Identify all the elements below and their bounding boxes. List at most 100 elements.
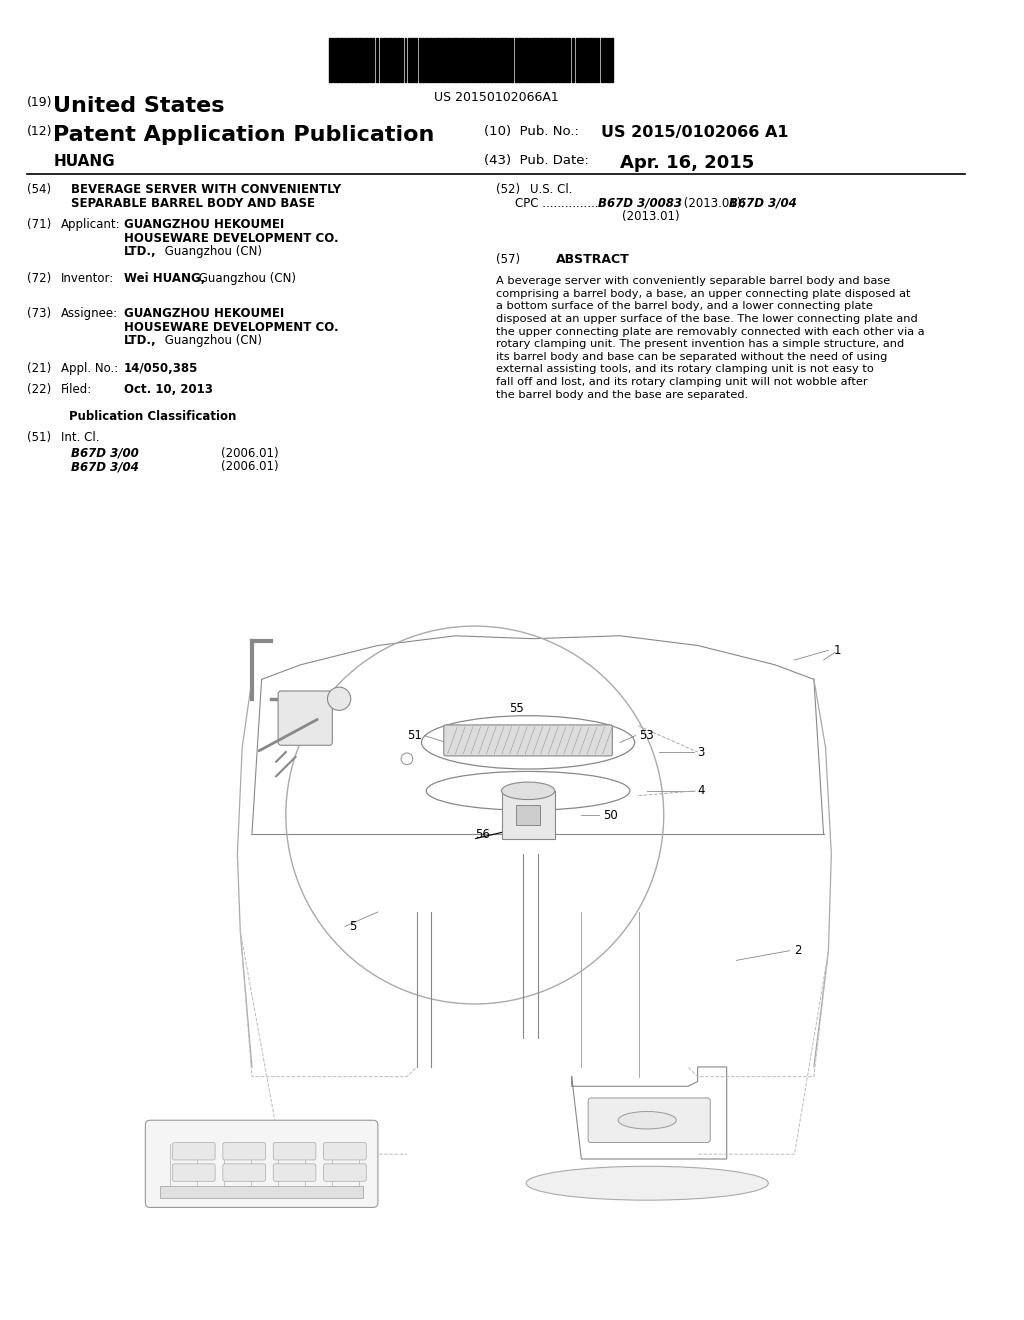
Bar: [419, 38, 421, 82]
Bar: [333, 38, 335, 82]
Bar: [397, 38, 399, 82]
Text: Assignee:: Assignee:: [61, 308, 118, 321]
Bar: [575, 38, 578, 82]
Text: a bottom surface of the barrel body, and a lower connecting plate: a bottom surface of the barrel body, and…: [496, 301, 873, 312]
Bar: [340, 38, 343, 82]
Bar: [436, 38, 439, 82]
Bar: [476, 38, 478, 82]
Text: (57): (57): [496, 253, 520, 267]
Text: Publication Classification: Publication Classification: [70, 411, 237, 422]
Text: LTD.,: LTD.,: [124, 334, 157, 347]
Text: 53: 53: [639, 729, 654, 742]
Bar: [380, 38, 382, 82]
Text: disposed at an upper surface of the base. The lower connecting plate and: disposed at an upper surface of the base…: [496, 314, 918, 325]
Bar: [558, 38, 560, 82]
Bar: [494, 38, 496, 82]
Bar: [404, 38, 407, 82]
Text: Inventor:: Inventor:: [61, 272, 115, 285]
Bar: [425, 38, 428, 82]
Text: rotary clamping unit. The present invention has a simple structure, and: rotary clamping unit. The present invent…: [496, 339, 904, 350]
Text: Wei HUANG,: Wei HUANG,: [124, 272, 206, 285]
Bar: [393, 38, 396, 82]
Text: (52): (52): [496, 183, 520, 197]
Bar: [469, 38, 471, 82]
Text: (22): (22): [27, 383, 51, 396]
Bar: [383, 38, 386, 82]
Bar: [372, 38, 375, 82]
Bar: [160, 1187, 364, 1197]
Bar: [586, 38, 588, 82]
Bar: [479, 38, 481, 82]
Text: Appl. No.:: Appl. No.:: [61, 362, 119, 375]
Bar: [482, 38, 485, 82]
Bar: [529, 38, 531, 82]
Bar: [344, 38, 346, 82]
Bar: [433, 38, 435, 82]
Bar: [446, 38, 450, 82]
Bar: [486, 38, 488, 82]
Text: US 2015/0102066 A1: US 2015/0102066 A1: [601, 125, 788, 140]
Bar: [547, 38, 549, 82]
Text: B67D 3/00: B67D 3/00: [71, 447, 138, 459]
Text: SEPARABLE BARREL BODY AND BASE: SEPARABLE BARREL BODY AND BASE: [71, 197, 314, 210]
Bar: [550, 38, 553, 82]
Text: 56: 56: [475, 828, 489, 841]
Bar: [489, 38, 493, 82]
Bar: [516, 805, 540, 825]
Bar: [351, 38, 353, 82]
Text: (71): (71): [27, 218, 51, 231]
Bar: [565, 38, 567, 82]
Bar: [561, 38, 564, 82]
Text: CPC ...............: CPC ...............: [515, 197, 603, 210]
Text: HOUSEWARE DEVELOPMENT CO.: HOUSEWARE DEVELOPMENT CO.: [124, 321, 339, 334]
FancyBboxPatch shape: [279, 690, 333, 746]
Bar: [525, 38, 528, 82]
Bar: [369, 38, 371, 82]
Bar: [532, 38, 535, 82]
Bar: [502, 791, 555, 840]
Bar: [412, 38, 414, 82]
Text: B67D 3/04: B67D 3/04: [71, 461, 138, 474]
FancyBboxPatch shape: [443, 725, 612, 756]
Text: ABSTRACT: ABSTRACT: [556, 253, 630, 267]
Bar: [511, 38, 513, 82]
Bar: [361, 38, 364, 82]
Bar: [522, 38, 524, 82]
Text: 5: 5: [349, 920, 356, 933]
Bar: [603, 38, 606, 82]
Text: 50: 50: [603, 809, 617, 821]
Text: (72): (72): [27, 272, 51, 285]
Text: GUANGZHOU HEKOUMEI: GUANGZHOU HEKOUMEI: [124, 218, 285, 231]
Text: external assisting tools, and its rotary clamping unit is not easy to: external assisting tools, and its rotary…: [496, 364, 873, 375]
Bar: [400, 38, 403, 82]
Bar: [357, 38, 360, 82]
FancyBboxPatch shape: [223, 1164, 265, 1181]
Bar: [387, 38, 389, 82]
FancyBboxPatch shape: [172, 1164, 215, 1181]
Text: comprising a barrel body, a base, an upper connecting plate disposed at: comprising a barrel body, a base, an upp…: [496, 289, 910, 298]
Text: 2: 2: [795, 944, 802, 957]
Text: Guangzhou (CN): Guangzhou (CN): [161, 334, 262, 347]
Text: Applicant:: Applicant:: [61, 218, 121, 231]
Text: 4: 4: [697, 784, 706, 797]
Text: (51): (51): [27, 432, 51, 445]
Text: (21): (21): [27, 362, 51, 375]
Bar: [540, 38, 542, 82]
Text: Guangzhou (CN): Guangzhou (CN): [195, 272, 296, 285]
Bar: [583, 38, 585, 82]
Ellipse shape: [502, 781, 555, 800]
FancyBboxPatch shape: [172, 1143, 215, 1160]
Bar: [597, 38, 599, 82]
Bar: [347, 38, 350, 82]
Text: US 20150102066A1: US 20150102066A1: [434, 91, 558, 104]
FancyBboxPatch shape: [324, 1143, 367, 1160]
Text: 1: 1: [834, 644, 841, 657]
Text: LTD.,: LTD.,: [124, 246, 157, 259]
Text: (2006.01): (2006.01): [221, 461, 279, 474]
Bar: [501, 38, 503, 82]
Text: Int. Cl.: Int. Cl.: [61, 432, 99, 445]
Bar: [579, 38, 582, 82]
Bar: [455, 38, 457, 82]
FancyBboxPatch shape: [273, 1143, 315, 1160]
Text: (12): (12): [27, 125, 52, 139]
